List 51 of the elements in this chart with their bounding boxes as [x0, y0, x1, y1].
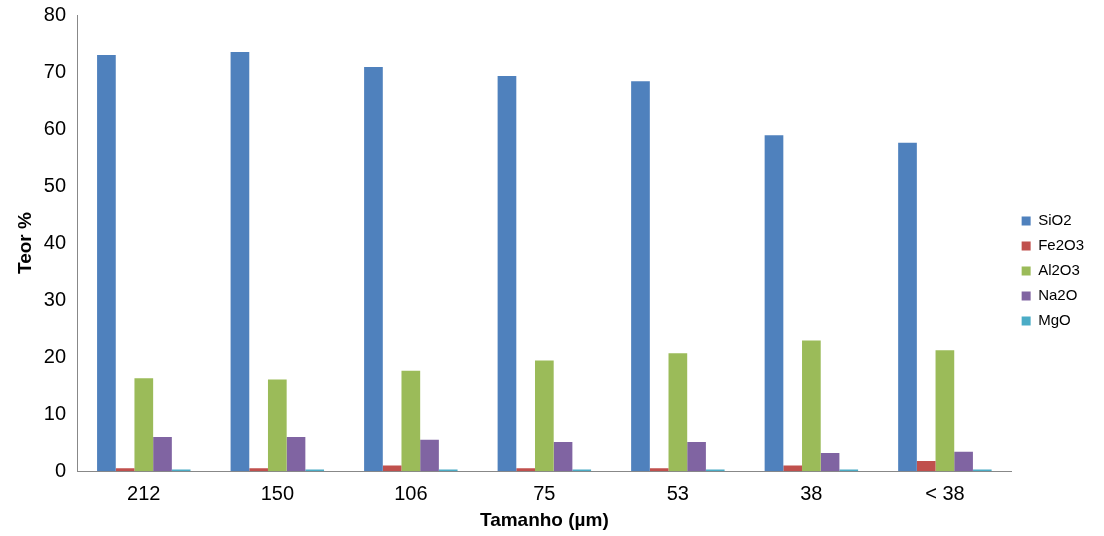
legend-label: Fe2O3 — [1038, 236, 1084, 254]
y-tick-label: 40 — [43, 230, 67, 253]
bar — [134, 378, 154, 472]
bar — [516, 468, 535, 472]
bar — [916, 460, 936, 472]
bar — [535, 360, 554, 472]
bar — [649, 468, 669, 472]
y-tick-label: 0 — [54, 458, 67, 481]
y-tick-label: 60 — [43, 116, 67, 139]
x-tick-label: 75 — [533, 481, 556, 504]
y-tick-label: 80 — [43, 2, 67, 25]
y-tick-label: 10 — [43, 401, 67, 424]
x-tick-label: < 38 — [925, 481, 965, 504]
bar — [631, 81, 650, 472]
x-tick-label: 53 — [666, 481, 689, 504]
bar — [97, 54, 116, 472]
bar — [230, 52, 250, 472]
legend-label: Al2O3 — [1038, 261, 1080, 279]
bar — [802, 340, 821, 472]
bar — [364, 66, 383, 472]
bar — [382, 465, 402, 472]
bar — [668, 353, 688, 472]
bar — [115, 468, 135, 472]
bar — [783, 465, 803, 472]
legend-label: SiO2 — [1038, 211, 1072, 229]
bar — [420, 439, 439, 472]
bar — [764, 135, 784, 472]
bar — [267, 379, 287, 472]
bar — [954, 451, 973, 472]
x-tick-label: 38 — [800, 481, 823, 504]
y-tick-label: 50 — [43, 173, 67, 196]
x-tick-label: 106 — [394, 481, 428, 504]
bar — [249, 468, 268, 472]
bar — [401, 370, 421, 472]
x-tick-label: 212 — [127, 481, 161, 504]
legend-label: MgO — [1038, 311, 1071, 329]
bar — [935, 350, 955, 472]
bar — [553, 442, 573, 472]
bar — [820, 452, 840, 472]
bar — [153, 436, 172, 472]
y-axis-title: Teor % — [13, 212, 35, 275]
legend-label: Na2O — [1038, 286, 1078, 304]
y-tick-label: 20 — [43, 344, 67, 367]
x-tick-label: 150 — [260, 481, 294, 504]
y-tick-label: 30 — [43, 287, 67, 310]
bar — [286, 436, 306, 472]
bar — [497, 76, 517, 472]
bar — [687, 442, 706, 472]
x-axis-title: Tamanho (µm) — [479, 508, 609, 530]
bar — [898, 142, 917, 472]
y-tick-label: 70 — [43, 59, 67, 82]
